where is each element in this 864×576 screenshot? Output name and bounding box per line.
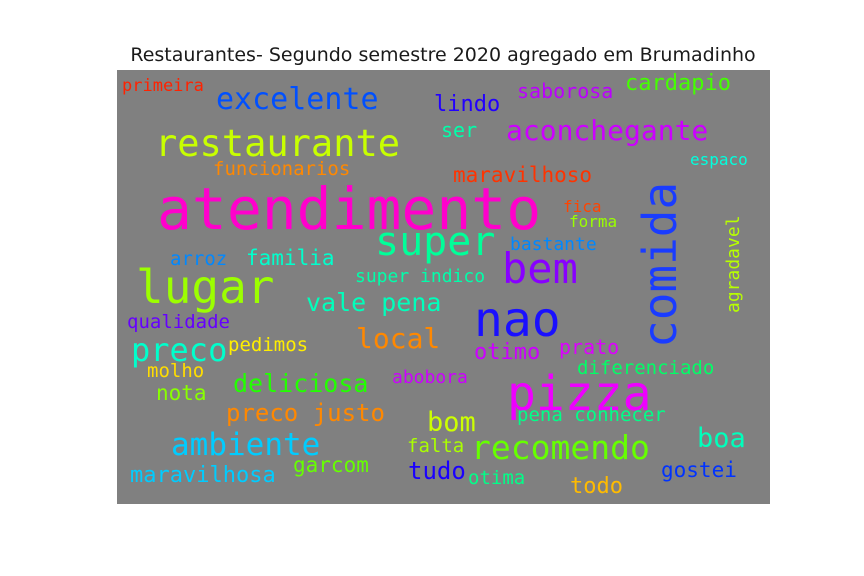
word-super-indico: super indico (355, 266, 486, 287)
word-cardapio: cardapio (625, 71, 731, 96)
word-abobora: abobora (392, 367, 468, 388)
word-lindo: lindo (434, 92, 501, 117)
word-otima: otima (468, 467, 526, 489)
word-bastante: bastante (510, 234, 597, 255)
word-vale-pena: vale pena (306, 288, 442, 317)
word-maravilhosa: maravilhosa (130, 463, 276, 488)
word-otimo: otimo (474, 340, 541, 365)
word-pizza: pizza (507, 366, 652, 422)
word-funcionarios: funcionarios (213, 158, 351, 180)
word-molho: molho (147, 360, 205, 382)
word-deliciosa: deliciosa (233, 369, 369, 398)
word-diferenciado: diferenciado (577, 357, 715, 379)
word-bom: bom (427, 407, 476, 438)
word-agradavel: agradavel (723, 215, 744, 313)
word-familia: familia (246, 246, 335, 270)
word-pena-conhecer: pena conhecer (517, 404, 666, 426)
word-preco: preco (131, 331, 228, 369)
word-boa: boa (697, 423, 746, 454)
word-pedimos: pedimos (228, 334, 309, 356)
word-local: local (356, 322, 441, 355)
word-restaurante: restaurante (155, 122, 401, 165)
word-gostei: gostei (661, 458, 737, 482)
word-saborosa: saborosa (517, 79, 614, 103)
word-nao: nao (474, 292, 561, 348)
word-forma: forma (569, 212, 618, 231)
word-preco-justo: preco justo (226, 399, 385, 427)
word-comida: comida (633, 181, 687, 348)
word-fica: fica (563, 197, 602, 216)
word-cloud: atendimento comida lugar super bem nao p… (117, 70, 770, 504)
word-excelente: excelente (216, 82, 379, 117)
word-garcom: garcom (293, 453, 369, 477)
word-ambiente: ambiente (171, 427, 321, 463)
word-primeira: primeira (122, 76, 204, 96)
word-tudo: tudo (408, 457, 466, 485)
word-atendimento: atendimento (157, 175, 542, 243)
word-maravilhoso: maravilhoso (453, 163, 593, 187)
word-todo: todo (570, 474, 623, 499)
word-lugar: lugar (136, 260, 275, 314)
word-falta: falta (407, 435, 465, 457)
word-prato: prato (559, 335, 620, 359)
word-bem: bem (502, 244, 578, 293)
word-nota: nota (156, 381, 207, 405)
word-arroz: arroz (170, 248, 228, 270)
word-recomendo: recomendo (471, 428, 650, 467)
word-ser: ser (441, 118, 478, 142)
word-aconchegante: aconchegante (506, 114, 709, 147)
word-super: super (375, 219, 496, 265)
word-espaco: espaco (690, 150, 748, 169)
chart-title: Restaurantes- Segundo semestre 2020 agre… (130, 44, 756, 66)
word-qualidade: qualidade (127, 311, 230, 333)
